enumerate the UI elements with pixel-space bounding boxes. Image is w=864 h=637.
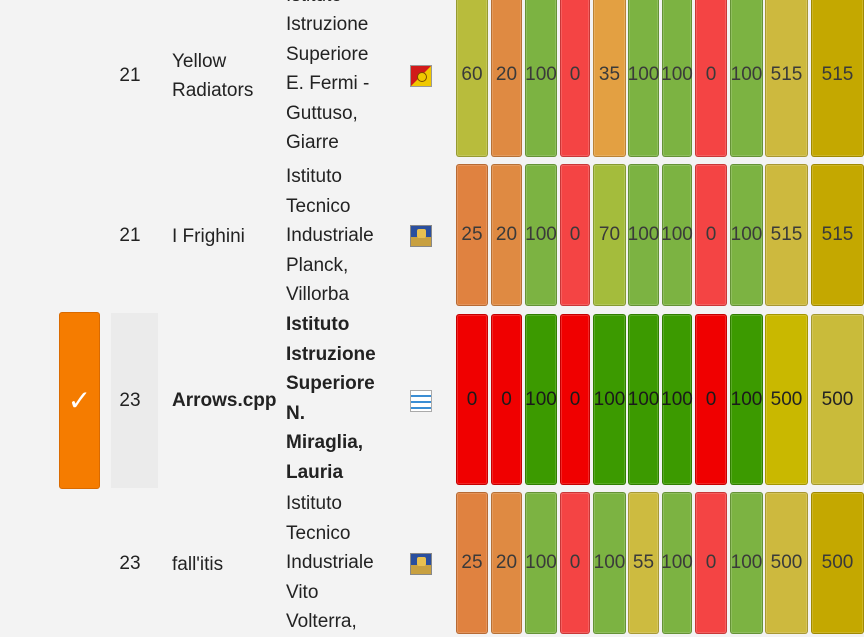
team-name-line: Arrows.cpp [172, 390, 277, 411]
institute-name-line: E. Fermi - [286, 73, 370, 94]
task-score-cell: 0 [695, 314, 727, 485]
institute-name-line: Miraglia, [286, 432, 364, 453]
task-score-cell: 0 [560, 0, 590, 157]
institute-name-line: Superiore [286, 373, 375, 394]
institute-name-line: Vito [286, 581, 319, 603]
team-name-line: I Frighini [172, 225, 245, 247]
rank-highlight [111, 313, 158, 488]
institute-name-line: Istituto [286, 166, 342, 188]
institute-name-line: Planck, [286, 254, 349, 276]
institute-name-line: Guttuso, [286, 102, 358, 124]
institute-name-line: Industriale [286, 225, 374, 247]
total-score-cell: 515 [765, 0, 808, 157]
task-score-cell: 0 [560, 164, 590, 306]
checkmark-icon: ✓ [67, 385, 92, 416]
institute-name-line: Istituto [286, 0, 369, 10]
total-score-cell: 500 [765, 492, 808, 634]
task-score-cell: 60 [456, 0, 488, 157]
veneto-flag-icon [410, 225, 432, 247]
task-score-cell: 100 [593, 314, 626, 485]
institute-name-line: Istruzione [286, 14, 369, 35]
total-score-cell: 515 [765, 164, 808, 306]
institute-name: Istituto Istruzione Superiore E. Fermi - Gut… [286, 0, 404, 153]
institute-name-line: Industriale [286, 552, 374, 574]
institute-name: Istituto Tecnico Industriale Vito Volterra, [286, 490, 404, 636]
task-score-cell: 25 [456, 164, 488, 306]
institute-name-line: Lauria [286, 461, 344, 483]
rank-number: 23 [119, 553, 141, 574]
rank-number: 23 [119, 389, 141, 411]
task-score-cell: 0 [560, 314, 590, 485]
task-score-cell: 0 [491, 314, 522, 485]
team-name[interactable]: I Frighini [172, 163, 282, 309]
task-score-cell: 100 [661, 492, 693, 634]
task-score-cell: 100 [730, 492, 763, 634]
team-name-line: Yellow [172, 51, 227, 72]
task-score-cell: 100 [525, 314, 557, 485]
task-score-cell: 25 [456, 492, 488, 634]
task-score-cell: 100 [730, 0, 763, 157]
task-score-cell: 55 [628, 492, 659, 634]
institute-name-line: N. [286, 402, 305, 424]
task-score-cell: 20 [491, 0, 522, 157]
final-score-cell: 500 [811, 492, 864, 634]
final-score-cell: 515 [811, 164, 864, 306]
team-name-line: Radiators [172, 80, 254, 101]
institute-name: Istituto Tecnico Industriale Planck, Villorb… [286, 163, 404, 309]
task-score-cell: 20 [491, 492, 522, 634]
veneto-flag-icon [410, 553, 432, 575]
task-score-cell: 100 [628, 314, 659, 485]
task-score-cell: 100 [628, 164, 659, 306]
institute-name-line: Volterra, [286, 611, 357, 633]
task-score-cell: 70 [593, 164, 626, 306]
task-score-cell: 100 [661, 314, 693, 485]
task-score-cell: 0 [695, 164, 727, 306]
task-score-cell: 100 [661, 0, 693, 157]
task-score-cell: 20 [491, 164, 522, 306]
task-score-cell: 100 [661, 164, 693, 306]
final-score-cell: 515 [811, 0, 864, 157]
task-score-cell: 100 [525, 492, 557, 634]
institute-name-line: Istituto [286, 493, 342, 515]
team-name-line: fall'itis [172, 553, 224, 575]
task-score-cell: 100 [525, 164, 557, 306]
task-score-cell: 100 [525, 0, 557, 157]
institute-name-line: Tecnico [286, 195, 351, 217]
team-name[interactable]: Arrows.cpp [172, 313, 282, 488]
basilicata-flag-icon [410, 389, 432, 412]
team-name[interactable]: Yellow Radiators [172, 0, 282, 160]
institute-name-line: Villorba [286, 284, 350, 306]
task-score-cell: 100 [628, 0, 659, 157]
institute-name-line: Istituto [286, 314, 350, 335]
task-score-cell: 0 [695, 492, 727, 634]
institute-name: Istituto Istruzione Superiore N. Miraglia, La… [286, 311, 404, 486]
institute-name-line: Superiore [286, 43, 369, 65]
institute-name-line: Giarre [286, 132, 339, 153]
final-score-cell: 500 [811, 314, 864, 485]
total-score-cell: 500 [765, 314, 808, 485]
rank-number: 21 [119, 225, 141, 246]
institute-name-line: Tecnico [286, 522, 351, 544]
task-score-cell: 0 [456, 314, 488, 485]
task-score-cell: 0 [560, 492, 590, 634]
sicilia-flag-icon [410, 65, 432, 87]
rank-number: 21 [119, 65, 141, 86]
task-score-cell: 100 [730, 164, 763, 306]
task-score-cell: 100 [593, 492, 626, 634]
task-score-cell: 35 [593, 0, 626, 157]
institute-name-line: Istruzione [286, 343, 376, 365]
task-score-cell: 0 [695, 0, 727, 157]
task-score-cell: 100 [730, 314, 763, 485]
team-name[interactable]: fall'itis [172, 491, 282, 637]
selected-team-check-button[interactable]: ✓ [59, 312, 100, 489]
